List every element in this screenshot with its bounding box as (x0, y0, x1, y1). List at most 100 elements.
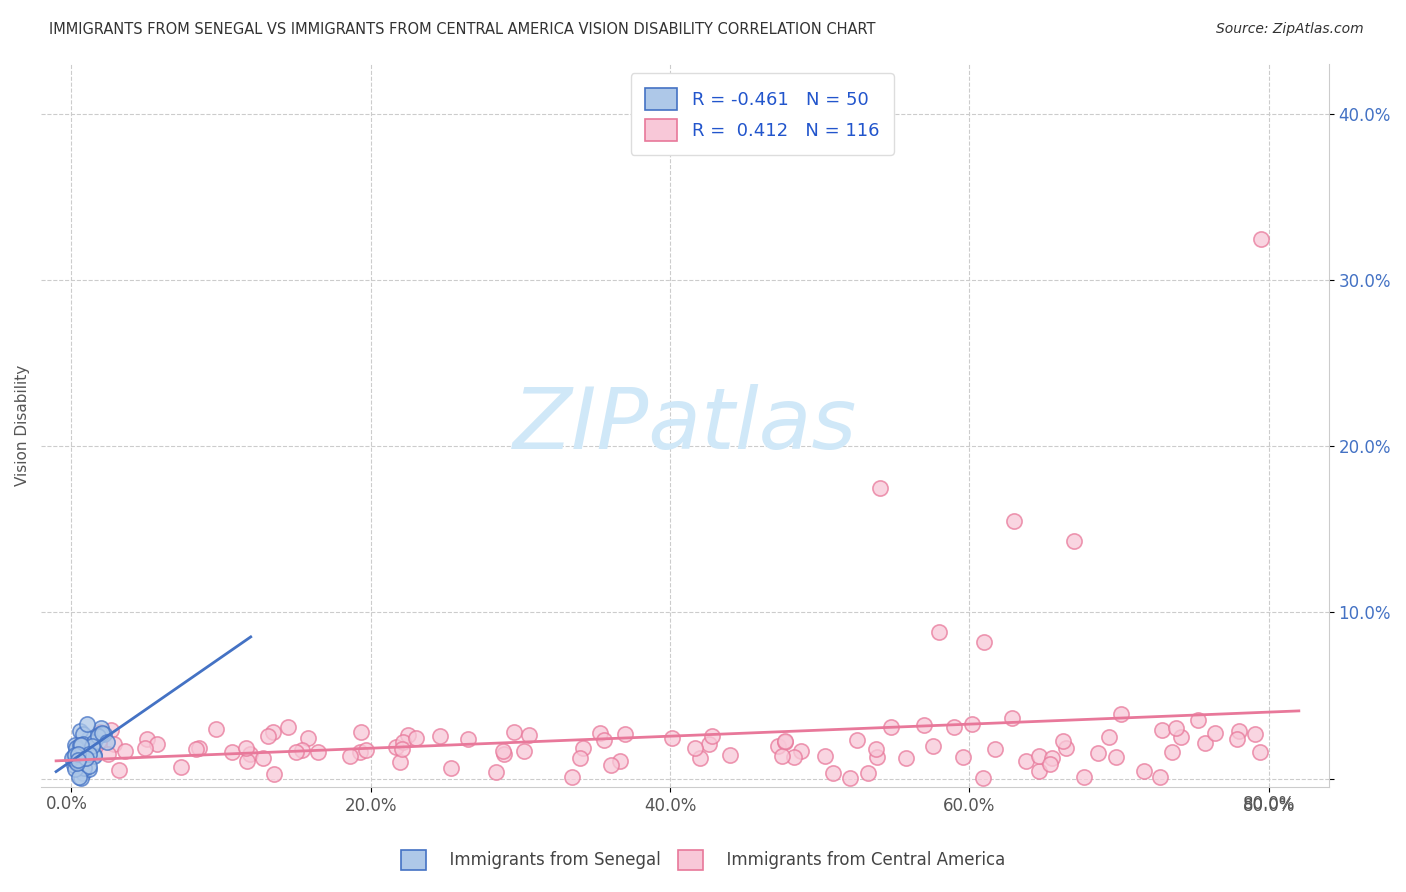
Point (170, 760, 193, 774)
Point (921, 739, 943, 754)
Point (100, 723, 122, 737)
Point (492, 744, 515, 758)
Point (689, 751, 711, 765)
Point (894, 751, 917, 765)
Point (1227, 723, 1250, 738)
Point (107, 763, 129, 777)
Point (1150, 723, 1173, 737)
Point (814, 748, 837, 763)
Point (396, 728, 419, 742)
Point (592, 733, 614, 747)
Point (103, 737, 125, 751)
Point (134, 740, 156, 755)
Point (783, 750, 806, 764)
Point (1166, 721, 1188, 735)
Point (77, 747, 100, 761)
Point (252, 751, 274, 765)
Point (63, 758, 86, 772)
Point (63, 748, 86, 763)
Point (1187, 713, 1209, 727)
Point (65, 738, 87, 752)
Point (96, 747, 118, 762)
Point (72, 737, 94, 751)
Point (773, 735, 796, 749)
Point (93, 727, 115, 741)
Point (766, 739, 789, 753)
Point (502, 725, 524, 739)
Point (1028, 764, 1050, 778)
Point (683, 741, 706, 756)
Point (63, 747, 86, 762)
Text: IMMIGRANTS FROM SENEGAL VS IMMIGRANTS FROM CENTRAL AMERICA VISION DISABILITY COR: IMMIGRANTS FROM SENEGAL VS IMMIGRANTS FR… (49, 22, 876, 37)
Point (385, 739, 408, 754)
Text: 80.0%: 80.0% (1243, 795, 1295, 814)
Point (865, 742, 887, 756)
Legend:   Immigrants from Senegal,   Immigrants from Central America: Immigrants from Senegal, Immigrants from… (394, 843, 1012, 877)
Point (188, 740, 211, 755)
Point (285, 745, 308, 759)
Point (1063, 533, 1085, 548)
Point (1244, 726, 1267, 740)
Point (339, 749, 361, 764)
Point (76, 716, 98, 731)
Point (1149, 770, 1171, 784)
Point (235, 741, 257, 756)
Point (77, 747, 100, 762)
Point (697, 737, 720, 751)
Text: 0.0%: 0.0% (46, 795, 89, 814)
Point (90, 726, 112, 740)
Point (494, 747, 516, 761)
Point (96, 735, 118, 749)
Point (571, 741, 593, 756)
Point (1002, 514, 1025, 528)
Point (589, 726, 612, 740)
Point (856, 765, 879, 780)
Point (790, 744, 813, 758)
Point (145, 737, 167, 751)
Point (928, 625, 950, 640)
Point (114, 744, 136, 758)
Point (70, 738, 93, 752)
Point (1160, 745, 1182, 759)
Point (1204, 726, 1226, 740)
Point (79, 731, 101, 745)
Point (391, 742, 413, 756)
Point (960, 717, 983, 731)
Point (354, 743, 377, 757)
Point (405, 731, 427, 745)
Point (297, 731, 319, 745)
Point (457, 731, 479, 746)
Point (291, 743, 314, 757)
Point (76, 743, 98, 757)
Point (388, 755, 411, 769)
Point (236, 754, 259, 768)
Point (65, 741, 87, 756)
Point (561, 770, 583, 784)
Point (75, 751, 97, 765)
Point (70, 771, 93, 785)
Point (1097, 730, 1119, 744)
Point (307, 746, 329, 760)
Point (72, 765, 94, 780)
Point (65, 751, 87, 765)
Point (63, 749, 86, 764)
Point (65, 755, 87, 769)
Point (87, 730, 110, 744)
Point (973, 635, 995, 649)
Point (1250, 231, 1272, 245)
Point (700, 730, 723, 744)
Point (70, 760, 93, 774)
Point (221, 745, 243, 759)
Point (517, 728, 540, 742)
Point (277, 721, 299, 735)
Point (66, 739, 89, 754)
Point (60, 750, 83, 764)
Point (69, 738, 91, 752)
Point (1054, 741, 1077, 756)
Point (262, 724, 284, 739)
Point (72, 750, 94, 764)
Point (1038, 757, 1060, 772)
Point (1194, 737, 1216, 751)
Point (942, 720, 965, 734)
Point (1073, 770, 1095, 784)
